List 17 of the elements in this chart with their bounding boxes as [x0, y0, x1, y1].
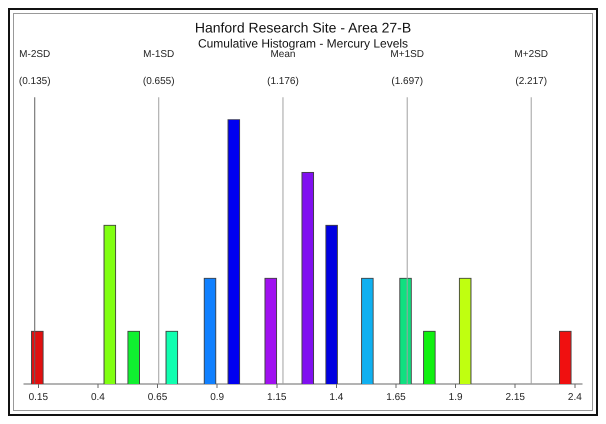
x-tick-label: 2.4: [568, 392, 582, 403]
x-tick-label: 0.9: [210, 392, 225, 403]
x-tick-label: 2.15: [505, 392, 526, 403]
text: M-1SD (0.655): [142, 49, 175, 88]
x-tick-label: 1.15: [267, 392, 287, 403]
x-tick-label: 0.4: [90, 392, 106, 403]
text: M+2SD (2.217): [514, 49, 548, 88]
x-tick-label: 1.9: [448, 392, 463, 403]
text: M+1SD (1.697): [390, 49, 424, 88]
x-tick-label: 0.15: [28, 392, 48, 403]
x-tick-label: 1.65: [386, 392, 406, 403]
text: Mean (1.176): [267, 49, 299, 88]
x-tick-label: 0.65: [148, 392, 168, 403]
chart-subtitle: Cumulative Histogram - Mercury Levels: [198, 36, 408, 50]
text: M-2SD (0.135): [18, 49, 51, 88]
chart-title: Hanford Research Site - Area 27-B: [194, 19, 412, 36]
x-tick-label: 1.4: [329, 392, 344, 403]
